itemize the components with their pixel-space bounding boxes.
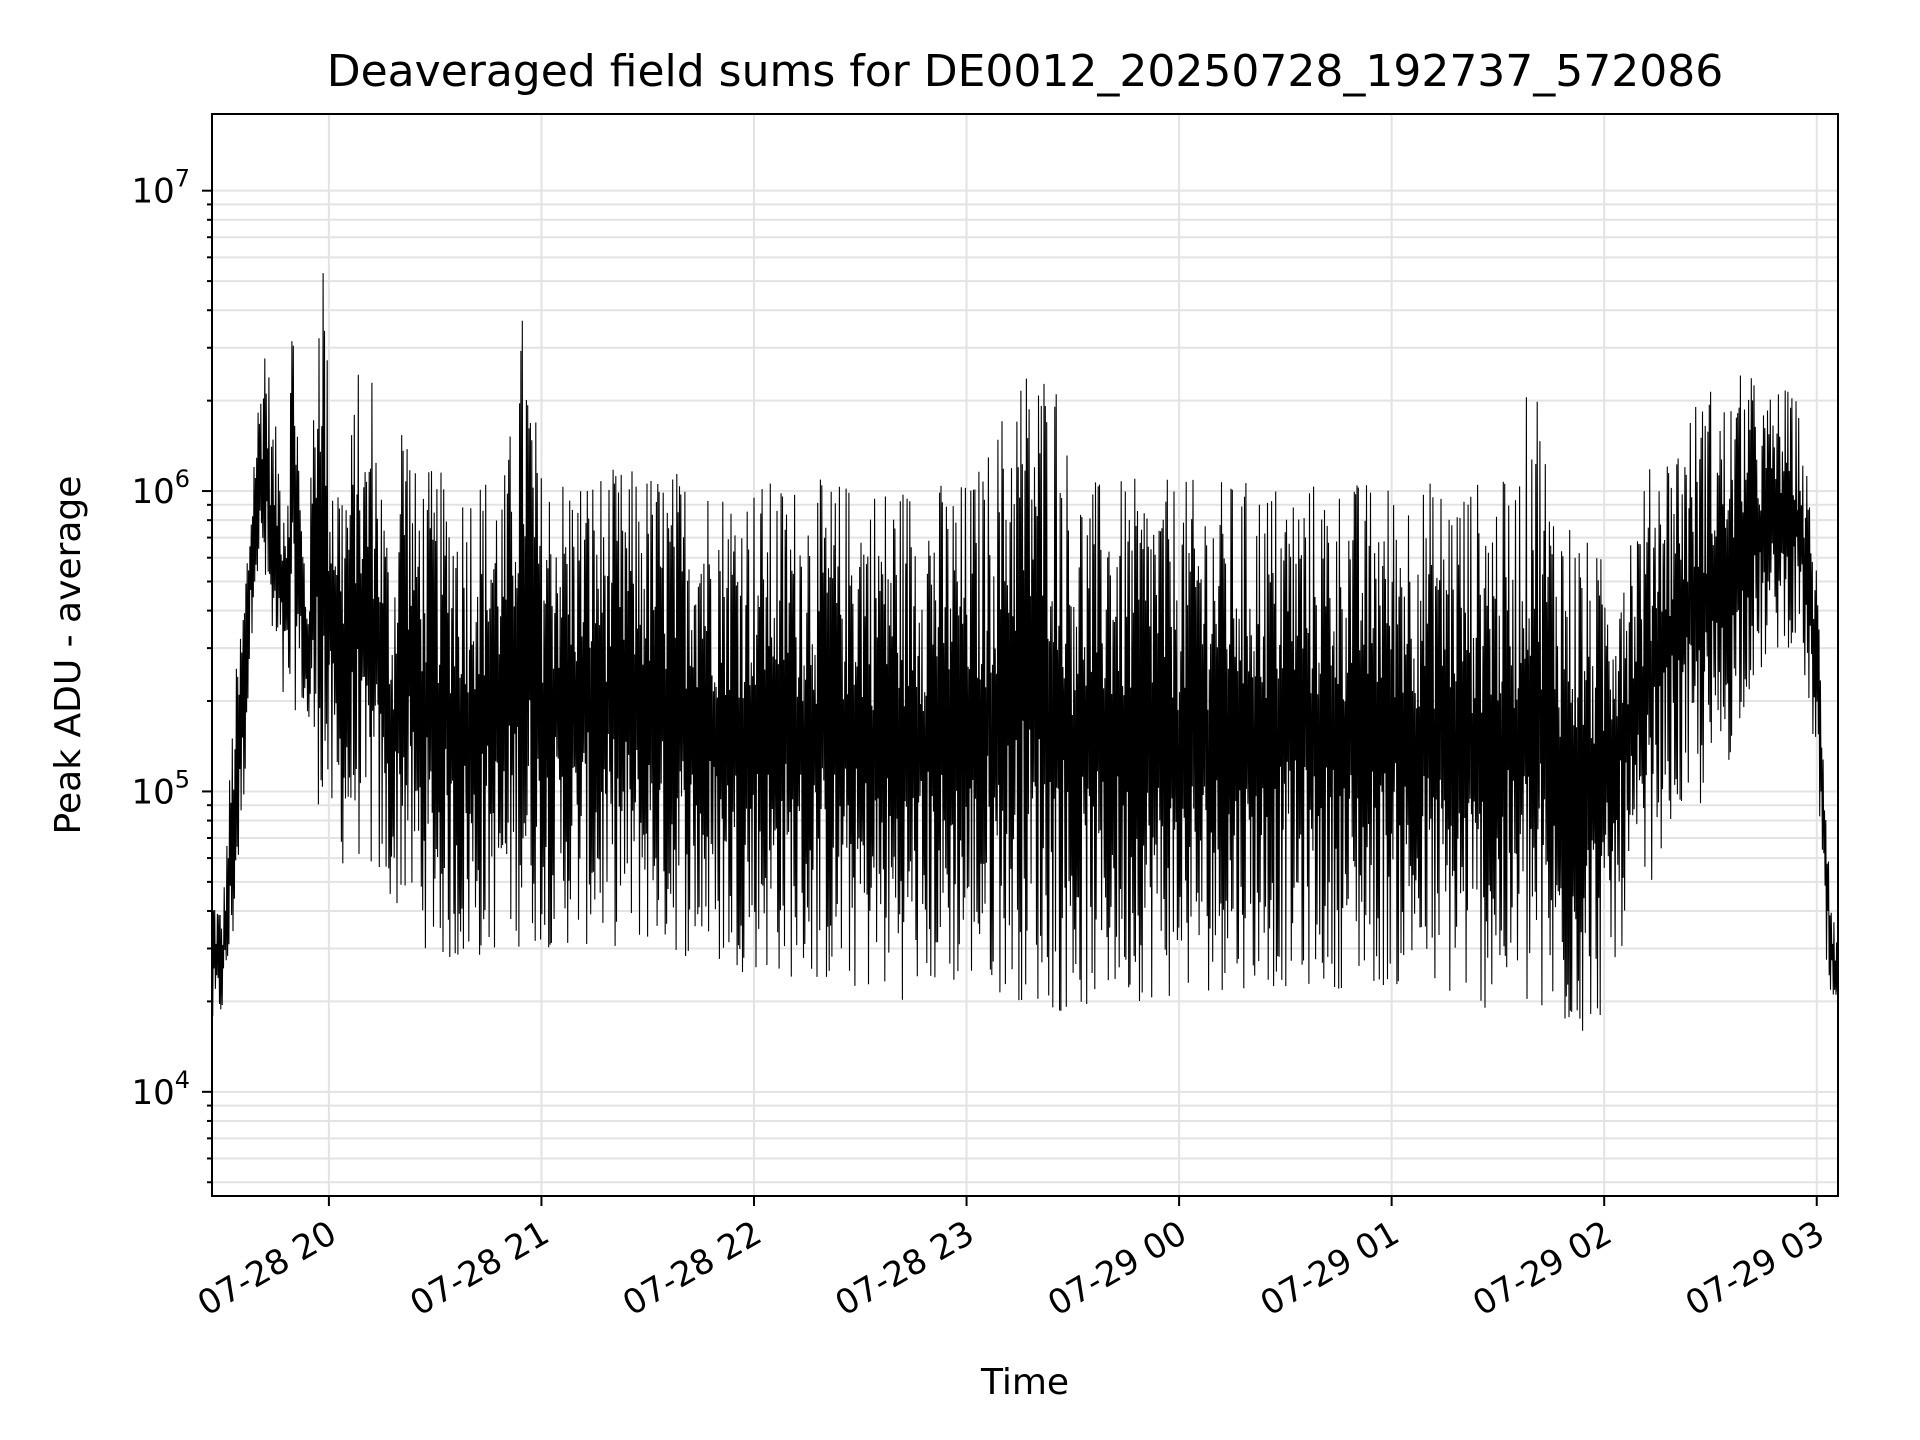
y-tick-label: 105 <box>131 765 190 812</box>
chart-title: Deaveraged field sums for DE0012_2025072… <box>327 46 1724 97</box>
y-tick-label: 107 <box>131 165 190 212</box>
y-tick-label: 104 <box>131 1066 190 1113</box>
x-axis-label: Time <box>980 1362 1069 1403</box>
axes-frame <box>211 113 1839 1197</box>
plot-area <box>212 273 1838 1031</box>
y-axis: 104 105 106 107 <box>131 165 212 1184</box>
y-tick-label: 106 <box>131 465 190 512</box>
y-axis-label: Peak ADU - average <box>48 476 89 835</box>
series-line <box>212 273 1838 1031</box>
